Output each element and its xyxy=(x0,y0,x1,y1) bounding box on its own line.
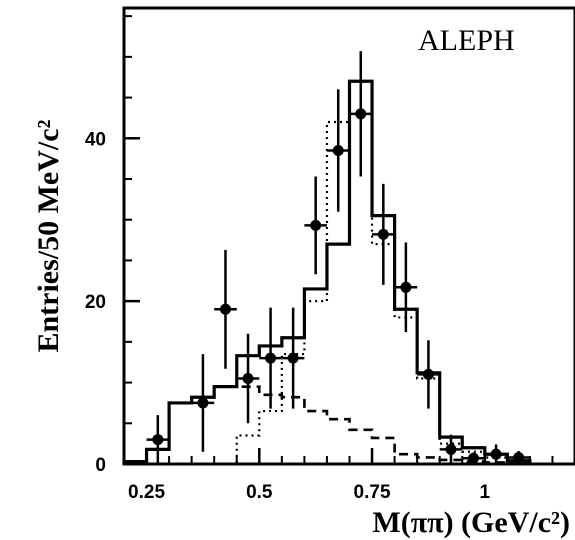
data-point xyxy=(219,303,231,315)
y-tick-label: 40 xyxy=(85,129,106,150)
axes-ticks: 0.25 0.5 0.75 1 0 20 40 xyxy=(85,15,554,503)
data-point xyxy=(310,219,322,231)
data-point xyxy=(332,145,344,156)
experiment-label: ALEPH xyxy=(418,24,515,57)
data-point xyxy=(242,373,254,384)
x-tick-label: 0.75 xyxy=(354,482,391,503)
x-tick-label: 0.25 xyxy=(128,482,165,503)
y-tick-label: 20 xyxy=(85,292,106,313)
data-point xyxy=(513,451,525,463)
data-point xyxy=(152,434,164,446)
data-point xyxy=(490,448,502,460)
x-tick-label: 1 xyxy=(480,482,491,503)
data-point xyxy=(377,228,389,240)
x-axis-title: M(ππ) (GeV/c²) xyxy=(372,506,570,539)
data-point xyxy=(355,108,367,120)
y-tick-label: 0 xyxy=(95,455,106,476)
data-point xyxy=(422,368,434,380)
data-point xyxy=(287,352,299,364)
x-tick-label: 0.5 xyxy=(246,482,273,503)
data-points-series xyxy=(146,51,530,464)
data-point xyxy=(265,352,277,364)
data-point xyxy=(468,452,480,464)
data-point xyxy=(445,443,457,455)
data-point xyxy=(197,397,209,409)
y-axis-title: Entries/50 MeV/c² xyxy=(32,119,65,352)
data-point xyxy=(400,281,412,293)
